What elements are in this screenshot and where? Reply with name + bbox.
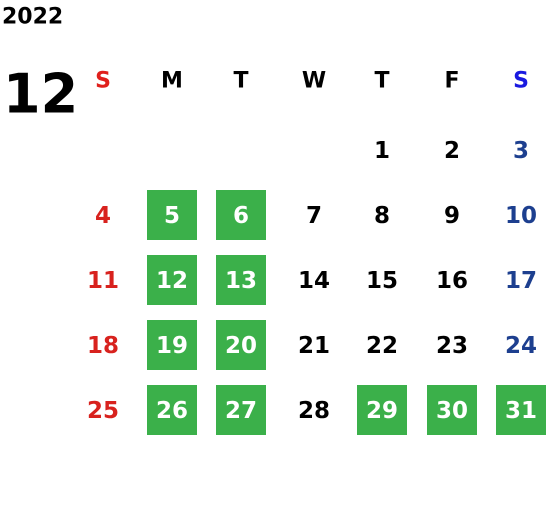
day: 15: [366, 268, 398, 294]
weekday-label: F: [444, 69, 459, 94]
day: 7: [306, 203, 322, 229]
day: 30: [436, 398, 468, 424]
day: 10: [505, 203, 537, 229]
highlight-box: [427, 385, 477, 435]
day: 20: [225, 333, 257, 359]
day: 11: [87, 268, 119, 294]
highlight-box: [216, 255, 266, 305]
weekday-label: S: [513, 69, 529, 94]
day: 19: [156, 333, 188, 359]
day: 6: [233, 203, 249, 229]
weekday-label: M: [161, 69, 183, 94]
day: 14: [298, 268, 330, 294]
day: 9: [444, 203, 460, 229]
highlight-box: [147, 385, 197, 435]
highlight-box: [147, 190, 197, 240]
day: 27: [225, 398, 257, 424]
day: 3: [513, 138, 529, 164]
day: 1: [374, 138, 390, 164]
highlight-box: [216, 320, 266, 370]
highlight-box: [147, 255, 197, 305]
highlight-box: [496, 385, 546, 435]
day: 18: [87, 333, 119, 359]
highlight-box: [147, 320, 197, 370]
day: 29: [366, 398, 398, 424]
weekday-label: T: [233, 69, 248, 94]
day: 2: [444, 138, 460, 164]
day: 23: [436, 333, 468, 359]
highlight-box: [216, 190, 266, 240]
day: 24: [505, 333, 537, 359]
day: 22: [366, 333, 398, 359]
highlight-box: [216, 385, 266, 435]
weekday-label: W: [302, 69, 326, 94]
day: 8: [374, 203, 390, 229]
day: 28: [298, 398, 330, 424]
day: 4: [95, 203, 111, 229]
highlight-box: [357, 385, 407, 435]
day: 12: [156, 268, 188, 294]
day: 13: [225, 268, 257, 294]
day: 16: [436, 268, 468, 294]
weekday-label: S: [95, 69, 111, 94]
day: 25: [87, 398, 119, 424]
day: 31: [505, 398, 537, 424]
weekday-label: T: [374, 69, 389, 94]
day: 26: [156, 398, 188, 424]
day: 5: [164, 203, 180, 229]
month: 12: [3, 63, 78, 126]
year: 2022: [2, 5, 63, 30]
day: 17: [505, 268, 537, 294]
day: 21: [298, 333, 330, 359]
